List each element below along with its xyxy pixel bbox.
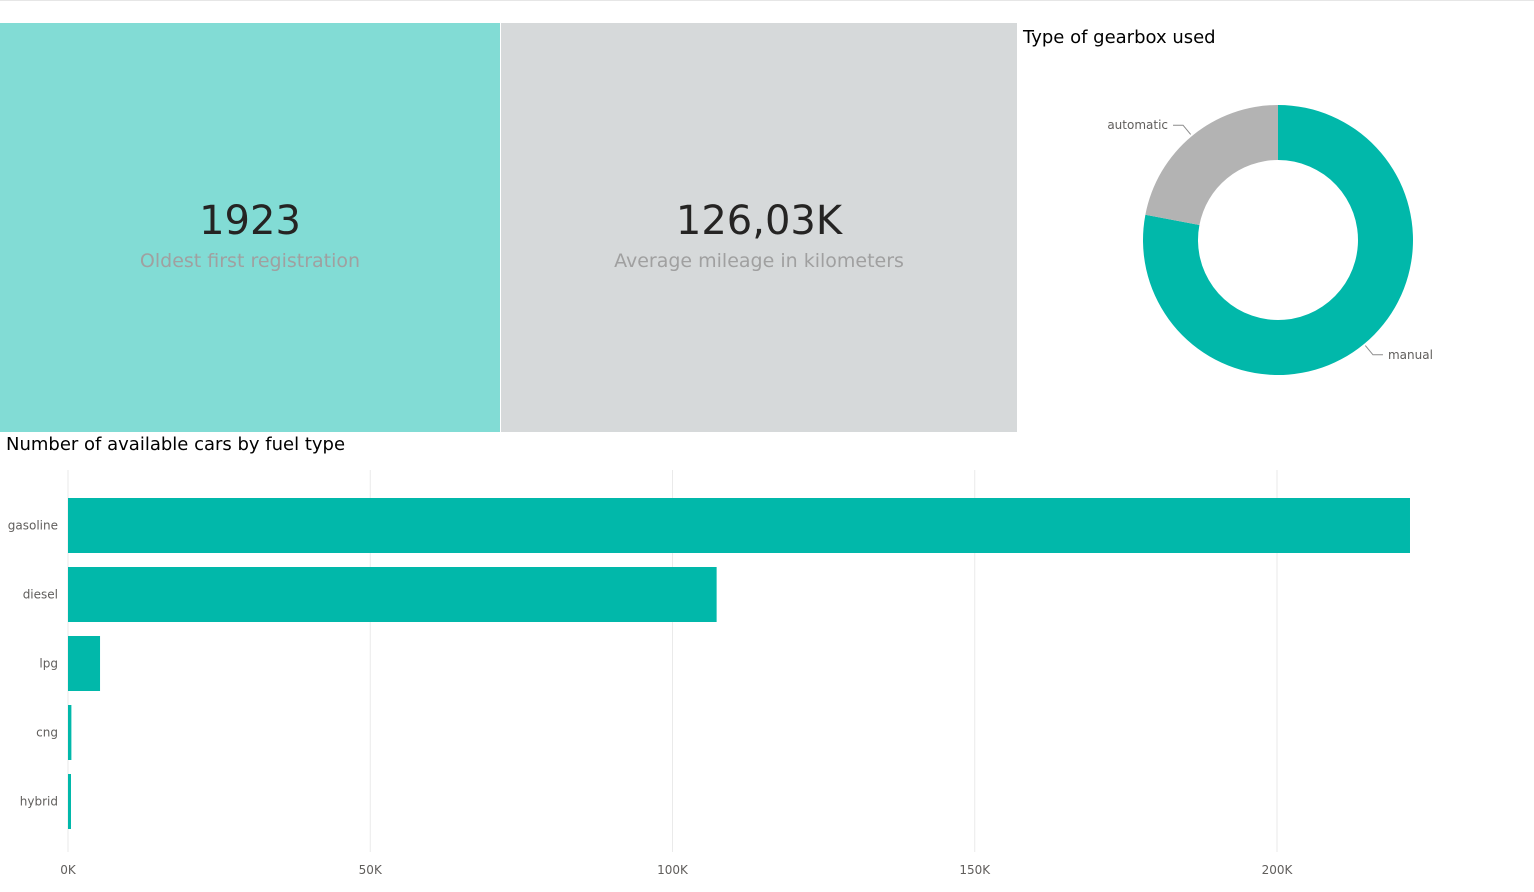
top-border — [0, 0, 1534, 1]
category-label-hybrid: hybrid — [20, 795, 58, 809]
category-label-gasoline: gasoline — [8, 519, 58, 533]
fuel-type-bar-chart[interactable]: 0K 50K 100K 150K 200K gasoline diesel lpg cng hyb… — [0, 460, 1534, 892]
gearbox-donut-chart[interactable]: manual automatic — [1020, 60, 1520, 410]
donut-slice-manual[interactable] — [1143, 105, 1413, 376]
card-value: 1923 — [199, 198, 301, 244]
bar-chart-title: Number of available cars by fuel type — [6, 434, 346, 455]
donut-label-manual: manual — [1388, 348, 1433, 362]
card-label: Oldest first registration — [139, 250, 361, 272]
donut-leader-line — [1173, 124, 1192, 135]
donut-chart-title: Type of gearbox used — [1023, 27, 1216, 48]
bar-gasoline[interactable] — [68, 498, 1410, 553]
donut-leader-line — [1364, 345, 1383, 356]
category-label-lpg: lpg — [39, 657, 58, 671]
category-label-cng: cng — [36, 726, 58, 740]
donut-slice-automatic[interactable] — [1145, 105, 1278, 226]
category-label-diesel: diesel — [23, 588, 58, 602]
bar-diesel[interactable] — [68, 567, 717, 622]
bar-lpg[interactable] — [68, 636, 101, 691]
x-tick-label: 100K — [657, 863, 689, 877]
donut-label-automatic: automatic — [1107, 118, 1168, 132]
bar-cng[interactable] — [68, 705, 72, 760]
bar-hybrid[interactable] — [68, 774, 71, 829]
x-tick-label: 150K — [959, 863, 991, 877]
x-tick-label: 0K — [60, 863, 77, 877]
oldest-registration-card[interactable]: 1923 Oldest first registration — [0, 23, 500, 432]
x-tick-label: 200K — [1262, 863, 1294, 877]
card-label: Average mileage in kilometers — [614, 250, 904, 272]
average-mileage-card[interactable]: 126,03K Average mileage in kilometers — [501, 23, 1017, 432]
x-tick-label: 50K — [359, 863, 383, 877]
card-value: 126,03K — [675, 198, 843, 244]
